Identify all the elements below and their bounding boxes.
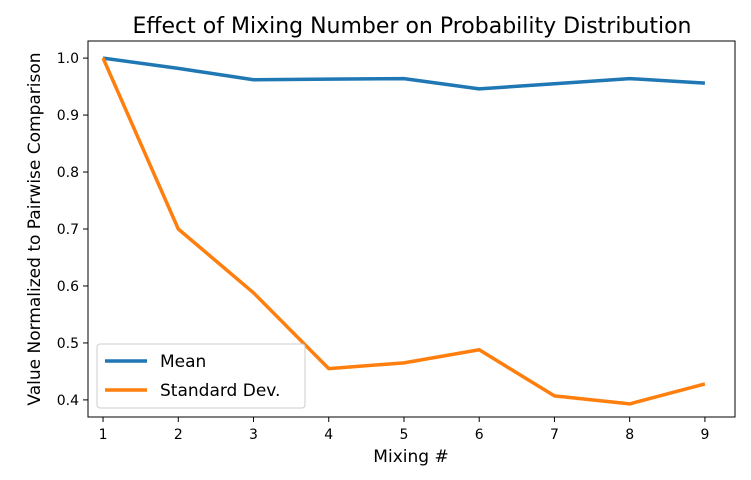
- y-tick-label: 0.6: [57, 279, 79, 295]
- y-tick-label: 0.5: [57, 336, 79, 352]
- y-tick-label: 1.0: [57, 51, 79, 67]
- x-tick-label: 4: [324, 427, 333, 443]
- x-tick-label: 8: [625, 427, 634, 443]
- x-tick-label: 2: [174, 427, 183, 443]
- x-tick-label: 6: [475, 427, 484, 443]
- x-tick-label: 1: [99, 427, 108, 443]
- x-axis-ticks: 1 2 3 4 5 6 7 8 9: [99, 417, 709, 443]
- y-tick-label: 0.4: [57, 393, 79, 409]
- x-tick-label: 9: [700, 427, 709, 443]
- chart-title: Effect of Mixing Number on Probability D…: [132, 14, 691, 39]
- y-tick-label: 0.8: [57, 165, 79, 181]
- legend: Mean Standard Dev.: [96, 343, 306, 409]
- series-line-0: [102, 56, 706, 91]
- x-tick-label: 3: [249, 427, 258, 443]
- x-axis-label: Mixing #: [373, 447, 448, 467]
- y-tick-label: 0.7: [57, 222, 79, 238]
- x-tick-label: 7: [550, 427, 559, 443]
- series-layer: [101, 56, 706, 406]
- series-line-1: [101, 57, 706, 406]
- y-tick-label: 0.9: [57, 108, 79, 124]
- legend-label: Standard Dev.: [160, 381, 280, 401]
- legend-label: Mean: [160, 352, 206, 372]
- x-tick-label: 5: [400, 427, 409, 443]
- y-axis-ticks: 0.4 0.5 0.6 0.7 0.8 0.9 1.0: [57, 51, 88, 409]
- legend-box: [96, 343, 306, 409]
- y-axis-label: Value Normalized to Pairwise Comparison: [25, 52, 45, 405]
